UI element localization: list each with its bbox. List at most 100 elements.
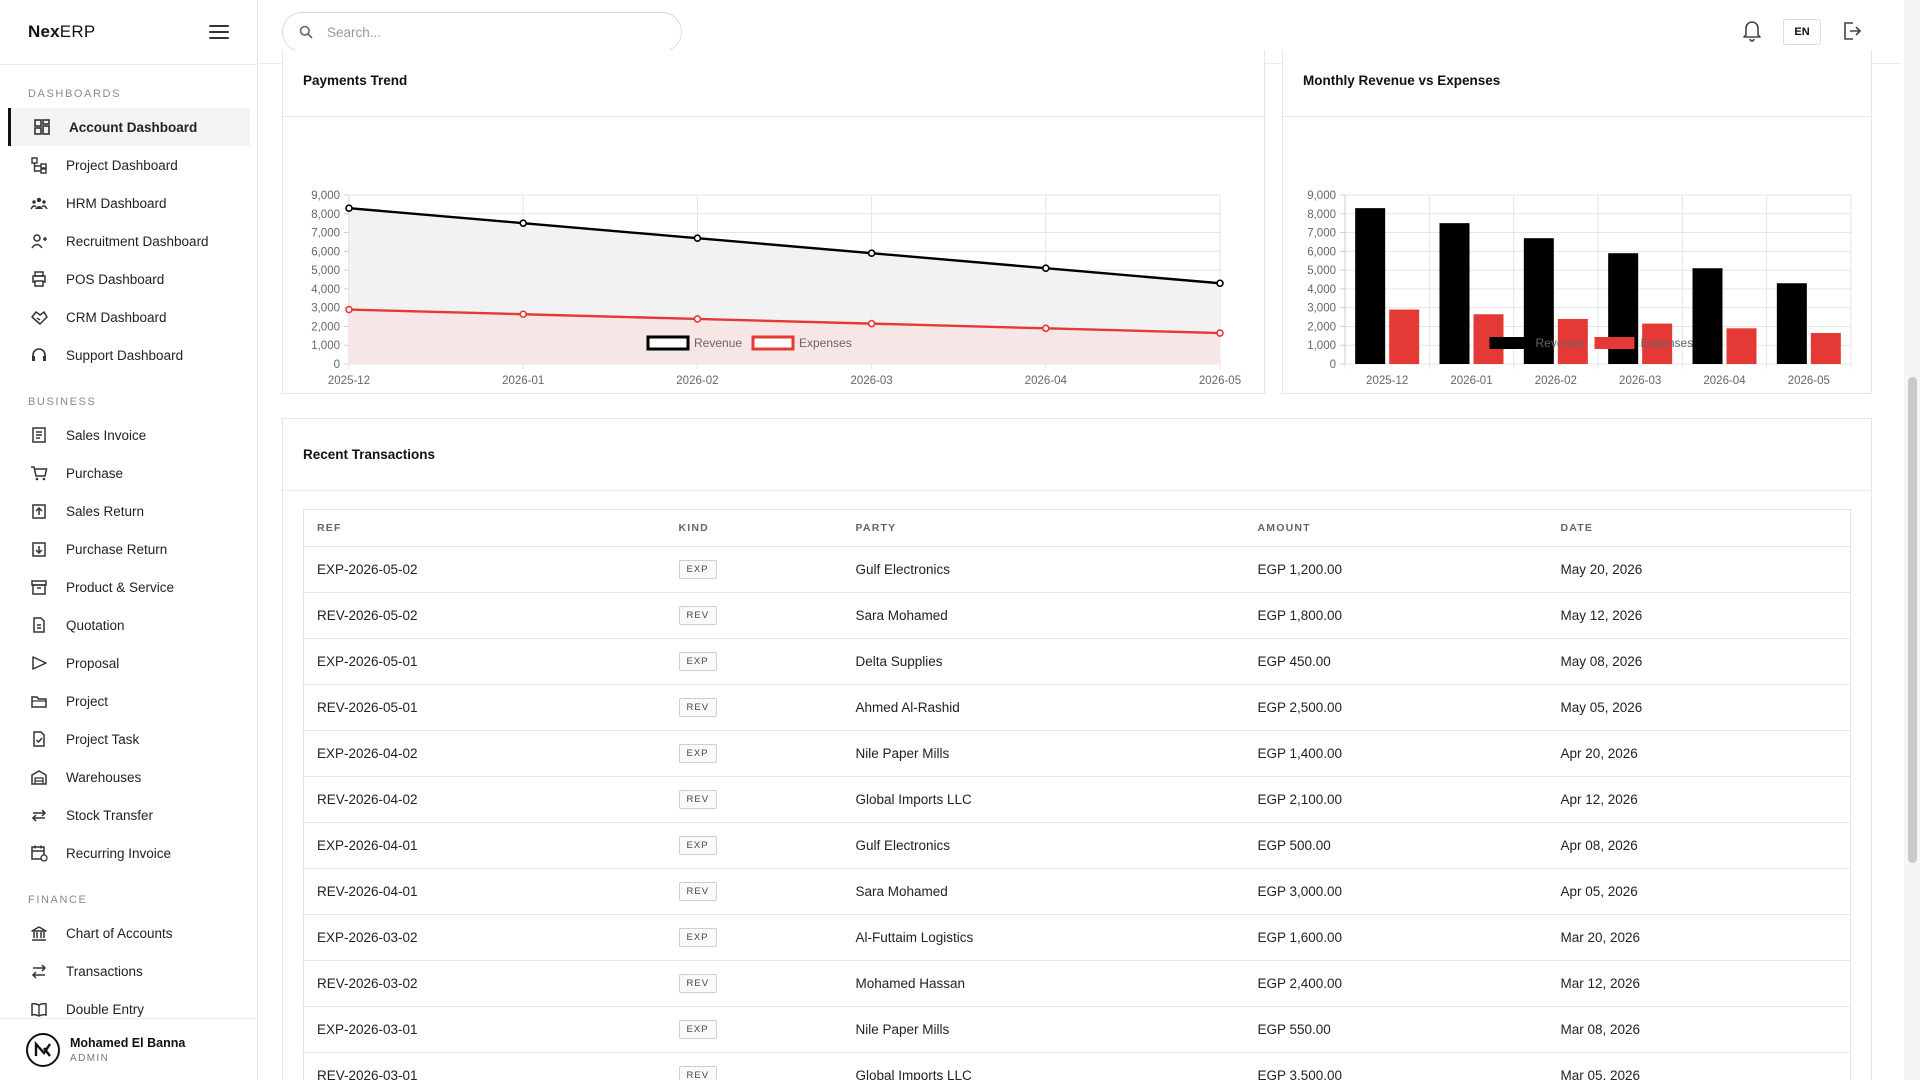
table-row[interactable]: EXP-2026-03-01 EXP Nile Paper Mills EGP 550… bbox=[303, 1006, 1851, 1053]
book-icon bbox=[28, 1000, 50, 1018]
table-row[interactable]: EXP-2026-04-01 EXP Gulf Electronics EGP 500… bbox=[303, 822, 1851, 869]
menu-toggle-icon[interactable] bbox=[209, 25, 229, 39]
table-row[interactable]: EXP-2026-04-02 EXP Nile Paper Mills EGP 1,4… bbox=[303, 730, 1851, 777]
dashboard-grid-icon bbox=[31, 118, 53, 136]
y-tick-label: 3,000 bbox=[1307, 303, 1336, 315]
x-tick-label: 2026-03 bbox=[850, 375, 892, 387]
cell-party: Global Imports LLC bbox=[842, 1052, 1245, 1080]
sidebar-item-project[interactable]: Project bbox=[0, 682, 250, 720]
sidebar-item-hrm-dashboard[interactable]: HRM Dashboard bbox=[0, 184, 250, 222]
column-header-party[interactable]: PARTY bbox=[842, 509, 1245, 547]
sidebar-item-quotation[interactable]: Quotation bbox=[0, 606, 250, 644]
user-profile[interactable]: Mohamed El Banna ADMIN bbox=[0, 1018, 258, 1080]
page-scrollbar[interactable] bbox=[1904, 0, 1920, 1080]
sidebar-item-label: Quotation bbox=[66, 617, 125, 633]
invoice-icon bbox=[28, 426, 50, 444]
sidebar-item-purchase-return[interactable]: Purchase Return bbox=[0, 530, 250, 568]
brand-logo[interactable]: NexERP bbox=[28, 22, 96, 41]
monthly-revenue-chart: 0 1,000 2,000 3,000 4,000 5,000 6,000 7,000 8,00… bbox=[1307, 190, 1852, 387]
table-row[interactable]: REV-2026-03-02 REV Mohamed Hassan EGP 2,400… bbox=[303, 960, 1851, 1007]
kind-badge: REV bbox=[678, 974, 718, 993]
y-tick-label: 8,000 bbox=[311, 209, 340, 221]
sidebar-item-product-service[interactable]: Product & Service bbox=[0, 568, 250, 606]
cell-date: Apr 20, 2026 bbox=[1547, 730, 1851, 777]
language-button[interactable]: EN bbox=[1783, 19, 1821, 45]
sidebar-item-warehouses[interactable]: Warehouses bbox=[0, 758, 250, 796]
notification-bell-icon[interactable] bbox=[1741, 18, 1763, 42]
cell-kind: REV bbox=[665, 1052, 843, 1080]
cell-ref: EXP-2026-05-02 bbox=[303, 546, 666, 593]
column-header-kind[interactable]: KIND bbox=[665, 509, 843, 547]
table-row[interactable]: EXP-2026-05-02 EXP Gulf Electronics EGP 1,2… bbox=[303, 546, 1851, 593]
column-header-ref[interactable]: REF bbox=[303, 509, 666, 547]
cart-icon bbox=[28, 464, 50, 482]
cell-amount: EGP 2,100.00 bbox=[1244, 776, 1548, 823]
cell-party: Gulf Electronics bbox=[842, 546, 1245, 593]
nav-section-business: BUSINESS bbox=[28, 396, 97, 408]
sidebar-item-recruitment-dashboard[interactable]: Recruitment Dashboard bbox=[0, 222, 250, 260]
page-scrollbar-thumb[interactable] bbox=[1908, 377, 1917, 863]
y-tick-label: 0 bbox=[1330, 359, 1336, 371]
sidebar-item-label: Double Entry bbox=[66, 1001, 145, 1017]
user-name: Mohamed El Banna bbox=[70, 1035, 186, 1050]
table-row[interactable]: REV-2026-04-01 REV Sara Mohamed EGP 3,000.0… bbox=[303, 868, 1851, 915]
sidebar-item-sales-return[interactable]: Sales Return bbox=[0, 492, 250, 530]
sidebar-item-project-task[interactable]: Project Task bbox=[0, 720, 250, 758]
sidebar-item-sales-invoice[interactable]: Sales Invoice bbox=[0, 416, 250, 454]
folder-icon bbox=[28, 692, 50, 710]
sidebar-item-label: Recruitment Dashboard bbox=[66, 233, 209, 249]
sidebar-item-recurring-invoice[interactable]: Recurring Invoice bbox=[0, 834, 250, 872]
table-row[interactable]: REV-2026-04-02 REV Global Imports LLC EGP 2… bbox=[303, 776, 1851, 823]
sidebar-item-label: HRM Dashboard bbox=[66, 195, 167, 211]
cell-amount: EGP 2,400.00 bbox=[1244, 960, 1548, 1007]
transfer-arrows-icon bbox=[28, 806, 50, 824]
table-row[interactable]: EXP-2026-03-02 EXP Al-Futtaim Logistics EGP… bbox=[303, 914, 1851, 961]
sidebar-item-project-dashboard[interactable]: Project Dashboard bbox=[0, 146, 250, 184]
user-role: ADMIN bbox=[70, 1052, 110, 1064]
cell-kind: REV bbox=[665, 868, 843, 915]
kind-badge: EXP bbox=[678, 1020, 717, 1039]
table-row[interactable]: REV-2026-05-01 REV Ahmed Al-Rashid EGP 2,50… bbox=[303, 684, 1851, 731]
bar-revenue bbox=[1692, 268, 1723, 364]
data-point-revenue bbox=[519, 219, 527, 227]
column-header-date[interactable]: DATE bbox=[1547, 509, 1851, 547]
bar-expenses bbox=[1389, 309, 1420, 364]
bar-revenue bbox=[1776, 283, 1807, 364]
search-input[interactable] bbox=[327, 24, 647, 40]
sidebar-item-double-entry[interactable]: Double Entry bbox=[0, 990, 250, 1018]
search-icon bbox=[299, 25, 313, 39]
swap-arrows-icon bbox=[28, 962, 50, 980]
y-tick-label: 3,000 bbox=[311, 303, 340, 315]
legend-label-revenue: Revenue bbox=[1536, 336, 1584, 350]
cell-party: Mohamed Hassan bbox=[842, 960, 1245, 1007]
sidebar-item-chart-of-accounts[interactable]: Chart of Accounts bbox=[0, 914, 250, 952]
sidebar-item-pos-dashboard[interactable]: POS Dashboard bbox=[0, 260, 250, 298]
search-box[interactable] bbox=[282, 12, 682, 52]
bank-icon bbox=[28, 924, 50, 942]
cell-date: May 20, 2026 bbox=[1547, 546, 1851, 593]
sidebar-item-support-dashboard[interactable]: Support Dashboard bbox=[0, 336, 250, 374]
data-point-revenue bbox=[1041, 264, 1050, 273]
sidebar-item-transactions[interactable]: Transactions bbox=[0, 952, 250, 990]
cell-party: Al-Futtaim Logistics bbox=[842, 914, 1245, 961]
column-header-amount[interactable]: AMOUNT bbox=[1244, 509, 1548, 547]
sidebar-item-crm-dashboard[interactable]: CRM Dashboard bbox=[0, 298, 250, 336]
table-row[interactable]: EXP-2026-05-01 EXP Delta Supplies EGP 450.0… bbox=[303, 638, 1851, 685]
sidebar-item-label: Chart of Accounts bbox=[66, 925, 173, 941]
sidebar-item-account-dashboard[interactable]: Account Dashboard bbox=[8, 108, 250, 146]
cell-ref: REV-2026-03-01 bbox=[303, 1052, 666, 1080]
logout-icon[interactable] bbox=[1841, 19, 1863, 43]
bar-expenses bbox=[1642, 323, 1673, 364]
table-header-row: REF KIND PARTY AMOUNT DATE bbox=[303, 509, 1851, 547]
sidebar-item-purchase[interactable]: Purchase bbox=[0, 454, 250, 492]
table-row[interactable]: REV-2026-03-01 REV Global Imports LLC EGP 3… bbox=[303, 1052, 1851, 1080]
cell-amount: EGP 3,500.00 bbox=[1244, 1052, 1548, 1080]
y-tick-label: 0 bbox=[334, 359, 340, 371]
data-point-expenses bbox=[867, 319, 876, 328]
sidebar-item-stock-transfer[interactable]: Stock Transfer bbox=[0, 796, 250, 834]
x-tick-label: 2026-04 bbox=[1703, 375, 1746, 387]
cell-amount: EGP 1,400.00 bbox=[1244, 730, 1548, 777]
table-row[interactable]: REV-2026-05-02 REV Sara Mohamed EGP 1,800.0… bbox=[303, 592, 1851, 639]
sidebar-item-proposal[interactable]: Proposal bbox=[0, 644, 250, 682]
data-point-revenue bbox=[693, 234, 702, 242]
